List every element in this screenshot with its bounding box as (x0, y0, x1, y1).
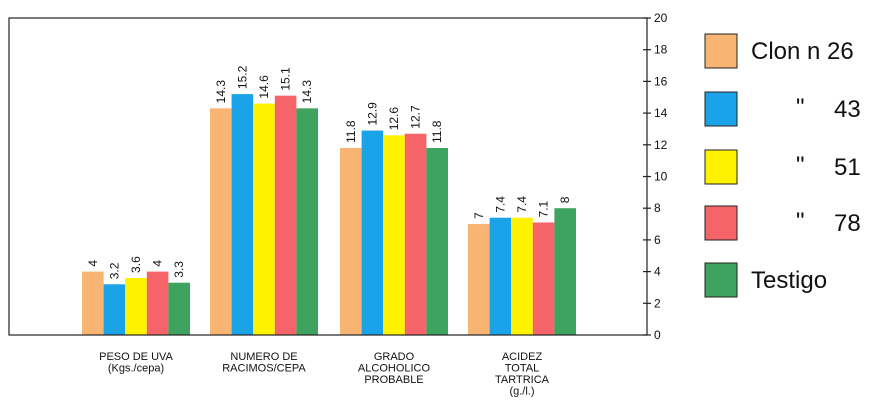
legend-label: 43 (834, 96, 861, 123)
bar (383, 135, 405, 335)
bar-value-label: 4 (151, 260, 165, 267)
bar (340, 147, 362, 335)
legend-swatch (704, 91, 738, 127)
y-tick-label: 4 (654, 265, 661, 279)
bar-value-label: 7.1 (537, 200, 551, 217)
bar-value-label: 14.3 (214, 80, 228, 104)
legend-swatch (704, 262, 738, 298)
y-tick-label: 14 (654, 106, 668, 120)
y-tick-label: 16 (654, 74, 668, 88)
y-tick-label: 20 (654, 11, 668, 25)
bar-value-label: 11.8 (344, 120, 358, 143)
y-axis: 0 2 4 6 8 10 12 14 16 18 20 (643, 11, 668, 342)
bar (103, 284, 126, 335)
x-category-label: (Kgs./cepa) (108, 363, 164, 375)
bar-value-label: 8 (558, 196, 572, 203)
bar (125, 277, 147, 335)
legend-swatch (704, 149, 738, 185)
legend-swatch (704, 33, 738, 69)
y-tick-label: 8 (654, 201, 661, 215)
x-category-label: (g./l.) (509, 386, 534, 398)
bar (253, 103, 275, 335)
bar (231, 94, 254, 335)
bar (146, 271, 169, 335)
bar (554, 208, 576, 335)
x-category-label: ACIDEZ (502, 351, 543, 363)
legend-label: 78 (834, 210, 861, 237)
bar-value-label: 12.7 (409, 105, 423, 129)
bar-value-label: 7.4 (493, 196, 507, 213)
x-category-label: RACIMOS/CEPA (222, 363, 306, 375)
bar-value-label: 7.4 (515, 196, 529, 213)
y-tick-label: 10 (654, 170, 668, 184)
bar (361, 130, 384, 335)
legend-ditto-mark: " (796, 94, 805, 121)
bar-value-label: 4 (86, 260, 100, 267)
x-category-label: PROBABLE (364, 374, 423, 386)
x-category-label: GRADO (374, 351, 415, 363)
y-tick-label: 12 (654, 138, 668, 152)
bar (468, 224, 490, 335)
bar-value-label: 11.8 (430, 120, 444, 143)
bar (489, 217, 512, 335)
bars-layer: 4 14.3 11.8 7 3.2 15.2 12.9 7.4 3.6 14.6 12.6 7.4 4 1… (82, 65, 576, 335)
x-category-label: NUMERO DE (230, 351, 297, 363)
bar (274, 95, 297, 335)
bar-value-label: 14.3 (300, 80, 314, 104)
y-tick-label: 6 (654, 233, 661, 247)
bar (426, 147, 448, 335)
legend-label: Clon n 26 (751, 38, 854, 65)
bar-value-label: 3.6 (129, 256, 143, 273)
bar (532, 222, 555, 335)
bar-value-label: 12.9 (365, 102, 379, 126)
legend-label: 51 (834, 154, 861, 181)
x-axis-category-labels: PESO DE UVA(Kgs./cepa) NUMERO DERACIMOS/C… (99, 351, 550, 398)
bar (404, 133, 427, 335)
legend-ditto-mark: " (796, 208, 805, 235)
bar-value-label: 3.3 (172, 261, 186, 278)
y-tick-label: 0 (654, 328, 661, 342)
bar-value-label: 12.6 (387, 107, 401, 131)
bar-value-label: 15.1 (279, 67, 293, 91)
legend-swatch (704, 205, 738, 241)
bar (168, 282, 190, 335)
legend-ditto-mark: " (796, 152, 805, 179)
bar-value-label: 15.2 (235, 65, 249, 89)
legend-label: Testigo (751, 267, 827, 294)
x-category-label: ALCOHOLICO (358, 363, 431, 375)
y-tick-label: 18 (654, 43, 668, 57)
bar (511, 217, 533, 335)
bar (210, 108, 232, 335)
bar-value-label: 14.6 (257, 75, 271, 99)
y-tick-label: 2 (654, 296, 661, 310)
x-category-label: PESO DE UVA (99, 351, 173, 363)
bar (82, 271, 104, 335)
bar-value-label: 7 (472, 212, 486, 219)
x-category-label: TARTRICA (495, 374, 550, 386)
legend: Clon n 26 " 43 " 51 " 78 Testigo (704, 33, 861, 298)
x-category-label: TOTAL (505, 363, 539, 375)
bar (296, 108, 318, 335)
bar-value-label: 3.2 (107, 262, 121, 279)
